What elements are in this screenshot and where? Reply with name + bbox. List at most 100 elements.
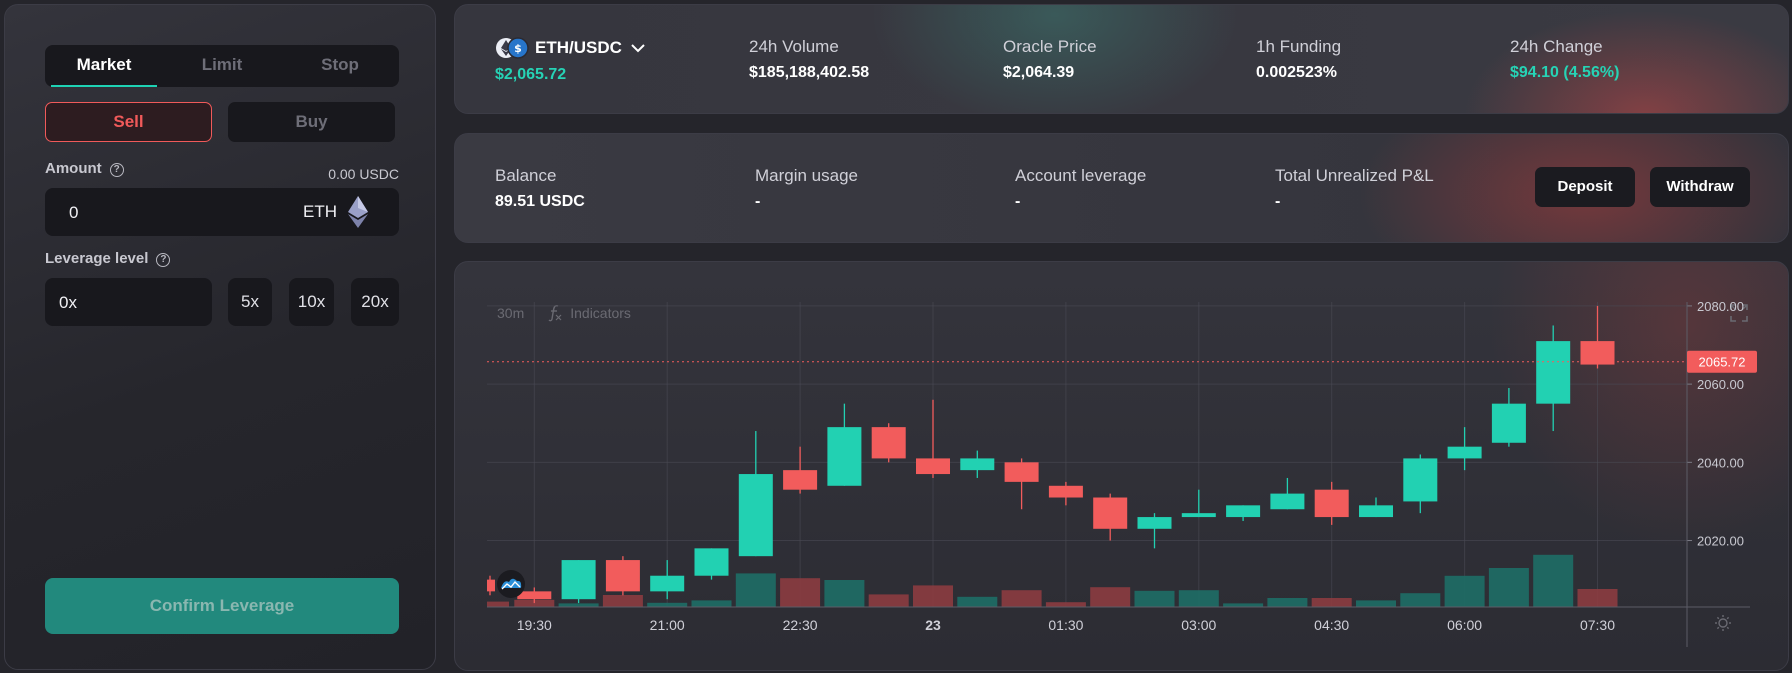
tab-stop[interactable]: Stop [321, 55, 359, 74]
candle [1359, 505, 1393, 518]
pair-selector[interactable]: $ ETH/USDC [495, 37, 646, 59]
eth-usdc-pair-icon: $ [496, 37, 529, 59]
funding-stat: 1h Funding 0.002523% [1256, 37, 1341, 82]
volume-bar [1488, 568, 1529, 607]
x-tick-label: 04:30 [1314, 617, 1349, 633]
unrealized-pnl-stat: Total Unrealized P&L - [1275, 166, 1434, 211]
volume-bar [824, 580, 865, 607]
margin-usage-stat: Margin usage - [755, 166, 858, 211]
candle [871, 427, 906, 459]
volume-bar [1001, 590, 1042, 607]
amount-label-row: Amount? [45, 160, 124, 177]
sell-button[interactable]: Sell [45, 102, 212, 142]
x-tick-label: 06:00 [1447, 617, 1482, 633]
candle [1447, 446, 1482, 459]
amount-unit: ETH [303, 202, 337, 221]
pair-stat: $ ETH/USDC $2,065.72 [495, 37, 646, 84]
candle [650, 575, 685, 592]
leverage-5x-button[interactable]: 5x [228, 278, 272, 326]
leverage-input[interactable] [57, 290, 201, 316]
indicators-button[interactable]: Indicators [548, 304, 631, 322]
volume-bar [487, 601, 509, 607]
help-icon[interactable]: ? [109, 163, 124, 177]
account-value: - [1015, 193, 1021, 210]
tab-market[interactable]: Market [45, 45, 163, 87]
help-icon[interactable]: ? [156, 253, 171, 267]
candle [1048, 485, 1083, 498]
settings-icon[interactable] [1715, 615, 1731, 631]
volume-bar [913, 585, 953, 607]
x-tick-label: 07:30 [1580, 617, 1615, 633]
current-price-tag [1687, 350, 1757, 373]
candles [487, 305, 1615, 604]
chevron-down-icon[interactable] [630, 42, 646, 54]
fullscreen-icon[interactable] [1730, 304, 1748, 322]
x-tick-label: 19:30 [517, 617, 552, 633]
volume-bar [1533, 554, 1574, 607]
account-bar: Balance 89.51 USDC Margin usage - Accoun… [454, 133, 1789, 243]
stat-label: Oracle Price [1003, 37, 1097, 56]
leverage-20x-button[interactable]: 20x [351, 278, 399, 326]
candle [517, 591, 552, 600]
x-tick-label: 22:30 [783, 617, 818, 633]
candle [694, 548, 729, 576]
volume-bar [957, 596, 998, 607]
x-tick-label: 01:30 [1048, 617, 1083, 633]
leverage-label: Leverage level [45, 250, 149, 267]
candle [1270, 493, 1305, 510]
candle [916, 458, 950, 475]
buy-button[interactable]: Buy [228, 102, 395, 142]
market-stats-bar: $ ETH/USDC $2,065.72 24h Volume $185,188… [454, 4, 1789, 114]
pair-price: $2,065.72 [495, 66, 567, 83]
tradingview-logo[interactable] [497, 570, 525, 598]
candle [1314, 489, 1349, 518]
leverage-10x-button[interactable]: 10x [289, 278, 334, 326]
amount-input[interactable] [67, 200, 251, 226]
volume-bar [1311, 598, 1352, 607]
volume-bar [1045, 602, 1086, 607]
deposit-button[interactable]: Deposit [1535, 167, 1635, 207]
stat-value: $2,064.39 [1003, 64, 1075, 81]
volume-stat: 24h Volume $185,188,402.58 [749, 37, 869, 82]
leverage-label-row: Leverage level? [45, 250, 171, 267]
volume-bar [691, 600, 732, 607]
x-tick-label: 21:00 [650, 617, 685, 633]
chart-panel: 30m Indicators 2020.00 2040.00 2060.00 2080… [454, 261, 1789, 671]
volume-bars [487, 554, 1618, 607]
chart-grid [487, 302, 1687, 607]
candle [561, 560, 596, 600]
ethereum-icon [348, 196, 368, 228]
price-chart[interactable]: 2020.00 2040.00 2060.00 2080.00 19:30 21:00 22… [455, 262, 1788, 670]
stat-label: 24h Change [1510, 37, 1603, 56]
volume-bar [780, 578, 821, 607]
withdraw-button[interactable]: Withdraw [1650, 167, 1750, 207]
tab-limit[interactable]: Limit [201, 55, 243, 74]
volume-bar [1178, 590, 1219, 607]
account-label: Balance [495, 166, 557, 185]
candle [1137, 517, 1172, 529]
x-tick-label: 23 [925, 617, 941, 633]
candle [605, 560, 640, 592]
interval-selector[interactable]: 30m [497, 305, 525, 321]
account-label: Account leverage [1015, 166, 1147, 185]
volume-bar [1134, 590, 1175, 607]
volume-bar [1267, 598, 1308, 607]
volume-bar [514, 599, 555, 607]
candle [1536, 341, 1571, 404]
volume-bar [1444, 575, 1485, 607]
pair-name: ETH/USDC [535, 38, 622, 57]
oracle-price-stat: Oracle Price $2,064.39 [1003, 37, 1097, 82]
candle [1491, 403, 1526, 443]
stat-value: $94.10 (4.56%) [1510, 64, 1620, 81]
volume-bar [868, 594, 909, 607]
y-tick-label: 2060.00 [1697, 377, 1744, 392]
account-value: 89.51 USDC [495, 193, 585, 210]
amount-label: Amount [45, 160, 102, 177]
confirm-leverage-button[interactable]: Confirm Leverage [45, 578, 399, 634]
x-tick-label: 03:00 [1181, 617, 1216, 633]
candle [1403, 458, 1438, 502]
amount-field: ETH [45, 188, 399, 236]
volume-bar [602, 595, 643, 607]
account-label: Total Unrealized P&L [1275, 166, 1434, 185]
indicators-label: Indicators [570, 305, 631, 321]
